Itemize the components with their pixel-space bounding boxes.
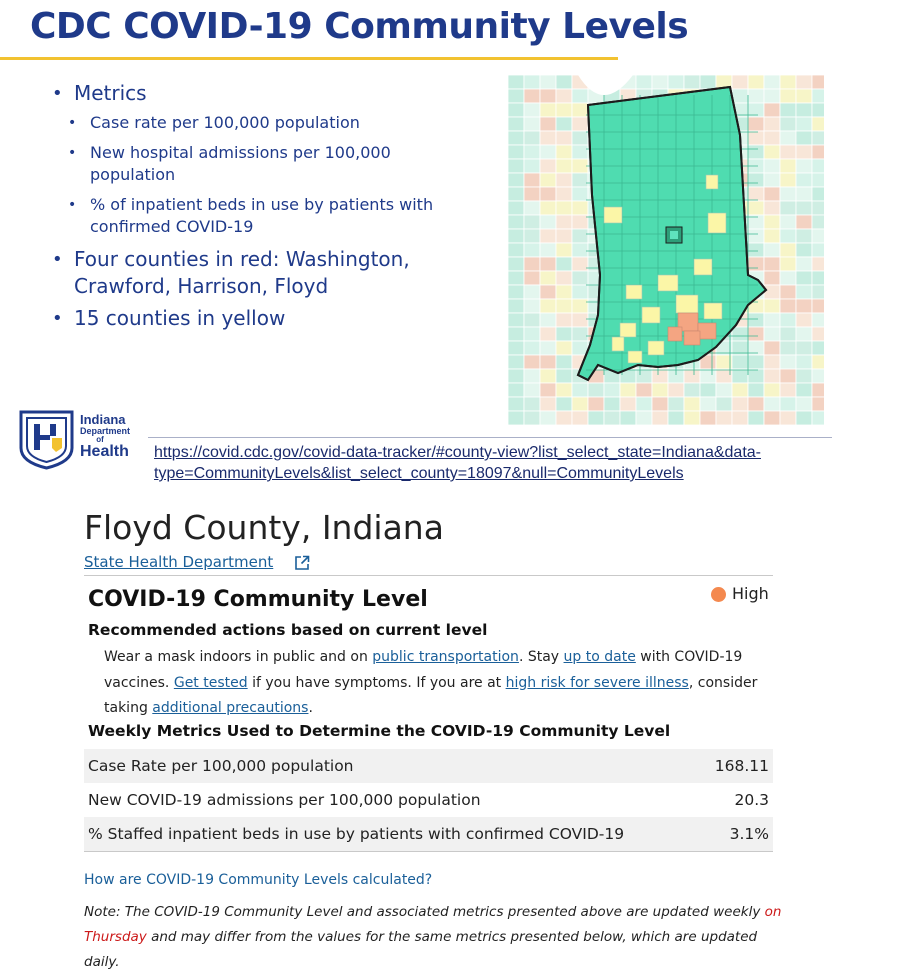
indiana-health-logo	[19, 410, 74, 470]
url-divider	[148, 437, 832, 438]
indiana-county-map	[508, 75, 824, 425]
logo-wordmark: Indiana Department of Health	[80, 413, 130, 460]
external-link-icon[interactable]	[294, 555, 310, 571]
public-transportation-link[interactable]: public transportation	[372, 649, 519, 665]
bullet-case-rate: Case rate per 100,000 population	[52, 112, 472, 134]
logo-line-department: Department	[80, 426, 131, 436]
metric-value: 168.11	[714, 757, 769, 775]
update-note: Note: The COVID-19 Community Level and a…	[84, 900, 784, 975]
level-indicator-dot	[711, 587, 726, 602]
title-underline	[0, 57, 618, 60]
metric-row-inpatient-beds: % Staffed inpatient beds in use by patie…	[84, 817, 773, 851]
slide-title: CDC COVID-19 Community Levels	[30, 6, 689, 47]
recommended-actions-text: Wear a mask indoors in public and on pub…	[104, 645, 764, 722]
rec-text: if you have symptoms. If you are at	[247, 674, 506, 691]
bullet-list: Metrics Case rate per 100,000 population…	[52, 80, 472, 337]
source-url-part2[interactable]: type=CommunityLevels&list_select_county=…	[154, 465, 684, 482]
community-level-value: High	[732, 584, 769, 603]
logo-line-health: Health	[80, 443, 129, 460]
rec-text: Wear a mask indoors in public and on	[104, 649, 373, 665]
metric-label: % Staffed inpatient beds in use by patie…	[88, 825, 625, 843]
rec-text: . Stay	[518, 649, 564, 665]
source-url-part1[interactable]: https://covid.cdc.gov/covid-data-tracker…	[154, 444, 761, 461]
section-divider	[84, 575, 773, 576]
county-map-graphic	[508, 75, 824, 425]
get-tested-link[interactable]: Get tested	[173, 674, 248, 691]
metric-value: 3.1%	[729, 825, 769, 843]
how-levels-calculated-link[interactable]: How are COVID-19 Community Levels calcul…	[84, 872, 433, 888]
community-level-heading: COVID-19 Community Level	[88, 587, 428, 612]
logo-line-of: of	[96, 435, 104, 444]
bullet-yellow-counties: 15 counties in yellow	[52, 305, 472, 332]
bullet-red-counties: Four counties in red: Washington, Crawfo…	[52, 246, 472, 300]
weekly-metrics-table: Case Rate per 100,000 population 168.11 …	[84, 749, 773, 852]
bullet-hospital-admissions: New hospital admissions per 100,000 popu…	[52, 142, 472, 186]
note-text: and may differ from the values for the s…	[84, 929, 758, 970]
metric-row-admissions: New COVID-19 admissions per 100,000 popu…	[84, 783, 773, 817]
high-risk-link[interactable]: high risk for severe illness	[505, 674, 689, 691]
note-highlight: on Thursday	[84, 904, 782, 945]
county-title: Floyd County, Indiana	[84, 508, 444, 547]
rec-text: with COVID-19 vaccines.	[104, 649, 743, 691]
bullet-inpatient-beds: % of inpatient beds in use by patients w…	[52, 194, 472, 238]
rec-text: , consider taking	[104, 674, 758, 717]
metric-label: Case Rate per 100,000 population	[88, 757, 354, 775]
metric-value: 20.3	[734, 791, 769, 809]
table-bottom-border	[84, 851, 773, 852]
bullet-metrics: Metrics	[52, 80, 472, 107]
state-health-department-link[interactable]: State Health Department	[84, 553, 274, 571]
weekly-metrics-heading: Weekly Metrics Used to Determine the COV…	[88, 722, 671, 740]
source-url[interactable]: https://covid.cdc.gov/covid-data-tracker…	[154, 442, 834, 484]
additional-precautions-link[interactable]: additional precautions	[152, 700, 309, 716]
metric-label: New COVID-19 admissions per 100,000 popu…	[88, 791, 481, 809]
logo-line-indiana: Indiana	[80, 412, 126, 427]
metric-row-case-rate: Case Rate per 100,000 population 168.11	[84, 749, 773, 783]
rec-text: .	[308, 700, 313, 716]
note-text: Note: The COVID-19 Community Level and a…	[84, 904, 765, 920]
up-to-date-link[interactable]: up to date	[563, 649, 636, 665]
recommended-actions-heading: Recommended actions based on current lev…	[88, 621, 488, 639]
